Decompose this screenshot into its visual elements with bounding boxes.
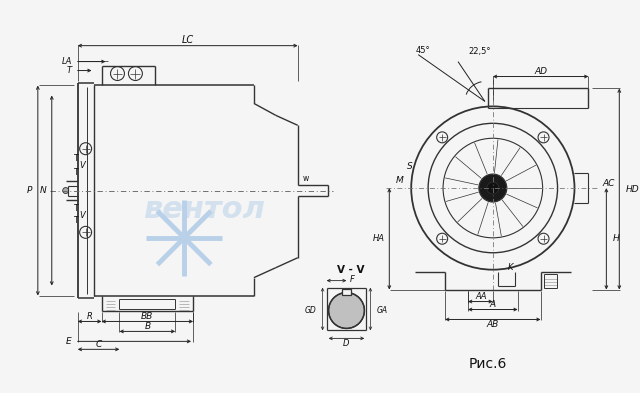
Text: B: B [144, 322, 150, 331]
Text: BB: BB [141, 312, 154, 321]
Text: C: C [95, 340, 102, 349]
Text: N: N [40, 186, 47, 195]
Text: LC: LC [182, 35, 194, 45]
Text: HA: HA [372, 234, 385, 243]
Text: V: V [80, 211, 86, 220]
Text: AB: AB [487, 320, 499, 329]
Text: вентол: вентол [143, 195, 265, 224]
Text: R: R [86, 312, 93, 321]
Circle shape [479, 174, 507, 202]
Text: HD: HD [625, 185, 639, 193]
Text: 22,5°: 22,5° [468, 47, 491, 56]
Text: D: D [343, 339, 349, 348]
Text: T: T [74, 216, 79, 225]
Bar [342, 288, 351, 295]
Text: AD: AD [534, 67, 547, 76]
Text: Рис.6: Рис.6 [468, 357, 507, 371]
Text: GA: GA [376, 306, 387, 315]
Text: S: S [408, 162, 413, 171]
Text: A: A [490, 300, 496, 309]
Text: T: T [74, 204, 79, 213]
Text: T: T [74, 168, 79, 177]
Text: P: P [26, 186, 32, 195]
Text: LA: LA [61, 57, 72, 66]
Text: E: E [66, 337, 72, 346]
Circle shape [63, 187, 68, 193]
Text: V: V [80, 161, 86, 170]
Text: T: T [74, 154, 79, 163]
Text: T: T [67, 66, 72, 75]
Text: V - V: V - V [337, 264, 364, 275]
Text: H: H [612, 234, 619, 243]
Text: 45°: 45° [416, 46, 431, 55]
Text: M: M [396, 176, 403, 185]
Text: AA: AA [475, 292, 486, 301]
Text: AC: AC [602, 178, 615, 187]
Text: GD: GD [305, 306, 317, 315]
Circle shape [328, 292, 364, 329]
Text: K: K [508, 263, 513, 272]
Circle shape [487, 182, 499, 194]
Text: F: F [350, 275, 355, 284]
Text: w: w [303, 174, 308, 183]
